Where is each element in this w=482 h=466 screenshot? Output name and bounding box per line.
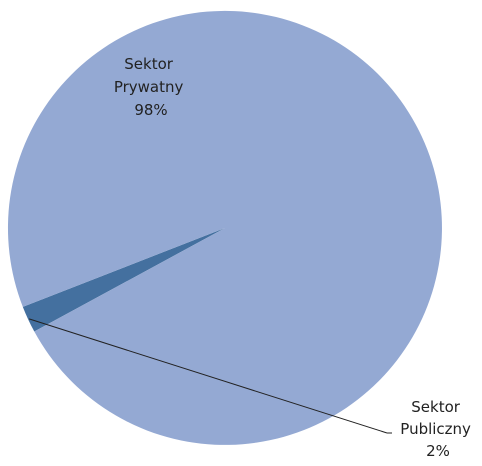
data-label-sektor-publiczny: Sektor Publiczny 2% bbox=[400, 398, 475, 460]
pie-slices bbox=[7, 10, 442, 445]
data-label-sektor-prywatny-line-1: Sektor bbox=[124, 55, 173, 73]
data-label-sektor-prywatny-line-2: Prywatny bbox=[114, 78, 184, 96]
data-label-sektor-prywatny-line-3: 98% bbox=[134, 101, 167, 119]
data-label-sektor-prywatny: Sektor Prywatny 98% bbox=[114, 55, 188, 119]
leader-line-sektor-publiczny bbox=[28, 318, 388, 434]
data-label-sektor-publiczny-line-3: 2% bbox=[426, 442, 450, 460]
data-label-sektor-publiczny-line-2: Publiczny bbox=[400, 420, 471, 438]
pie-slice-sektor-publiczny bbox=[22, 228, 225, 332]
data-label-sektor-publiczny-line-1: Sektor bbox=[411, 398, 460, 416]
pie-slice-sektor-prywatny bbox=[7, 10, 442, 445]
